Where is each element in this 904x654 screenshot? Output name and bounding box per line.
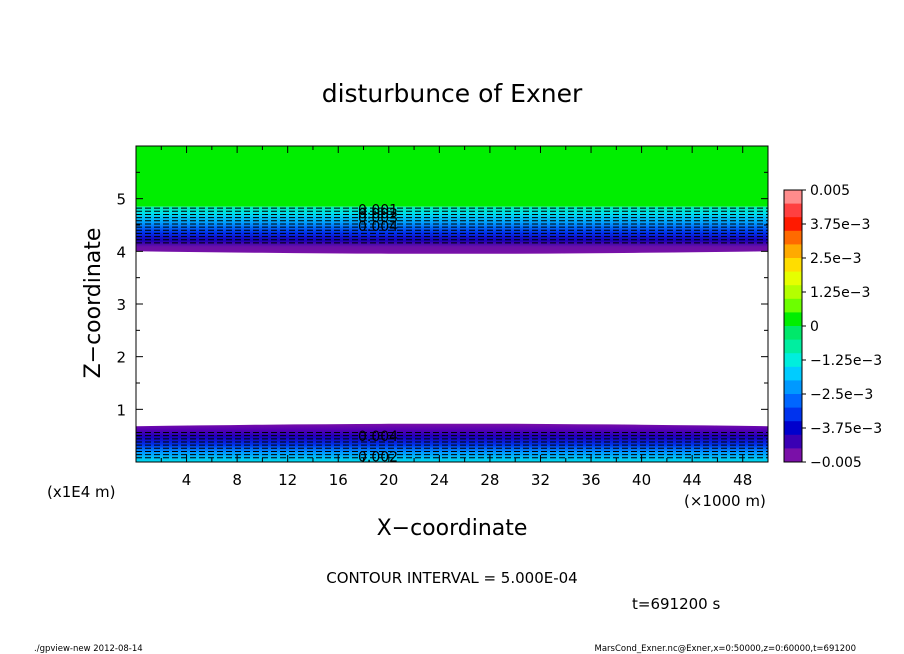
colorbar-segment	[784, 434, 802, 449]
x-tick-label: 4	[182, 471, 192, 489]
x-unit-label: (×1000 m)	[684, 492, 766, 510]
colorbar-segment	[784, 271, 802, 286]
colorbar-segment	[784, 285, 802, 300]
x-tick-label: 44	[683, 471, 702, 489]
colorbar-segment	[784, 366, 802, 381]
colorbar-label: 1.25e−3	[810, 285, 870, 301]
y-tick-label: 2	[116, 349, 126, 367]
colorbar-segment	[784, 394, 802, 409]
colorbar-segment	[784, 380, 802, 395]
contour-label: 0.001	[358, 202, 398, 218]
colorbar-segment	[784, 407, 802, 422]
footer-left: ./gpview-new 2012-08-14	[34, 644, 143, 654]
time-text: t=691200 s	[632, 595, 720, 613]
colorbar	[783, 189, 803, 463]
colorbar-segment	[784, 190, 802, 205]
contour-label: 0.004	[358, 219, 398, 235]
contour-label: 0.002	[358, 206, 398, 222]
y-tick-label: 1	[116, 401, 126, 419]
colorbar-segment	[784, 203, 802, 218]
colorbar-segment	[784, 312, 802, 327]
x-tick-label: 20	[379, 471, 398, 489]
y-tick-label: 3	[116, 296, 126, 314]
x-tick-label: 40	[632, 471, 651, 489]
colorbar-segment	[784, 298, 802, 313]
colorbar-label: −1.25e−3	[810, 353, 882, 369]
plot-area	[136, 146, 768, 462]
x-axis-ticks: 4 8 12 16 20 24 28 32 36 40 44 48	[135, 146, 769, 489]
colorbar-label: −3.75e−3	[810, 421, 882, 437]
x-tick-label: 36	[581, 471, 600, 489]
colorbar-label: 0	[810, 319, 819, 335]
contour-label: 0.002	[358, 449, 398, 465]
contour-label: 0.004	[358, 429, 398, 445]
colorbar-label: 2.5e−3	[810, 251, 862, 267]
contour-interval-text: CONTOUR INTERVAL = 5.000E-04	[326, 569, 577, 587]
colorbar-segment	[784, 353, 802, 368]
x-tick-label: 12	[278, 471, 297, 489]
contour-lines	[136, 207, 768, 459]
colorbar-labels: 0.005 3.75e−3 2.5e−3 1.25e−3 0 −1.25e−3 −2.5e−…	[802, 183, 882, 471]
y-unit-label: (x1E4 m)	[47, 483, 116, 501]
x-tick-label: 24	[430, 471, 449, 489]
colorbar-segment	[784, 217, 802, 232]
colorbar-segment	[784, 258, 802, 273]
y-tick-label: 5	[116, 191, 126, 209]
colorbar-label: −2.5e−3	[810, 387, 873, 403]
contour-label: 0.003	[358, 211, 398, 227]
colorbar-segment	[784, 244, 802, 259]
x-tick-label: 8	[232, 471, 242, 489]
x-axis-label: X−coordinate	[377, 516, 528, 541]
colorbar-label: −0.005	[810, 455, 862, 471]
colorbar-segment	[784, 326, 802, 341]
colorbar-label: 3.75e−3	[810, 217, 870, 233]
y-tick-label: 4	[116, 243, 126, 261]
y-axis-label: Z−coordinate	[81, 228, 106, 379]
colorbar-segment	[784, 230, 802, 245]
x-tick-label: 32	[531, 471, 550, 489]
y-axis-ticks: 1 2 3 4 5	[116, 145, 768, 463]
colorbar-label: 0.005	[810, 183, 850, 199]
colorbar-segment	[784, 339, 802, 354]
colorbar-segment	[784, 448, 802, 463]
chart-title: disturbunce of Exner	[322, 79, 583, 108]
x-tick-label: 16	[329, 471, 348, 489]
footer-right: MarsCond_Exner.nc@Exner,x=0:50000,z=0:60…	[594, 644, 856, 654]
x-tick-label: 28	[480, 471, 499, 489]
colorbar-segment	[784, 421, 802, 436]
band-upper-zero	[136, 146, 768, 207]
band-lower-negative	[136, 423, 768, 462]
x-tick-label: 48	[733, 471, 752, 489]
